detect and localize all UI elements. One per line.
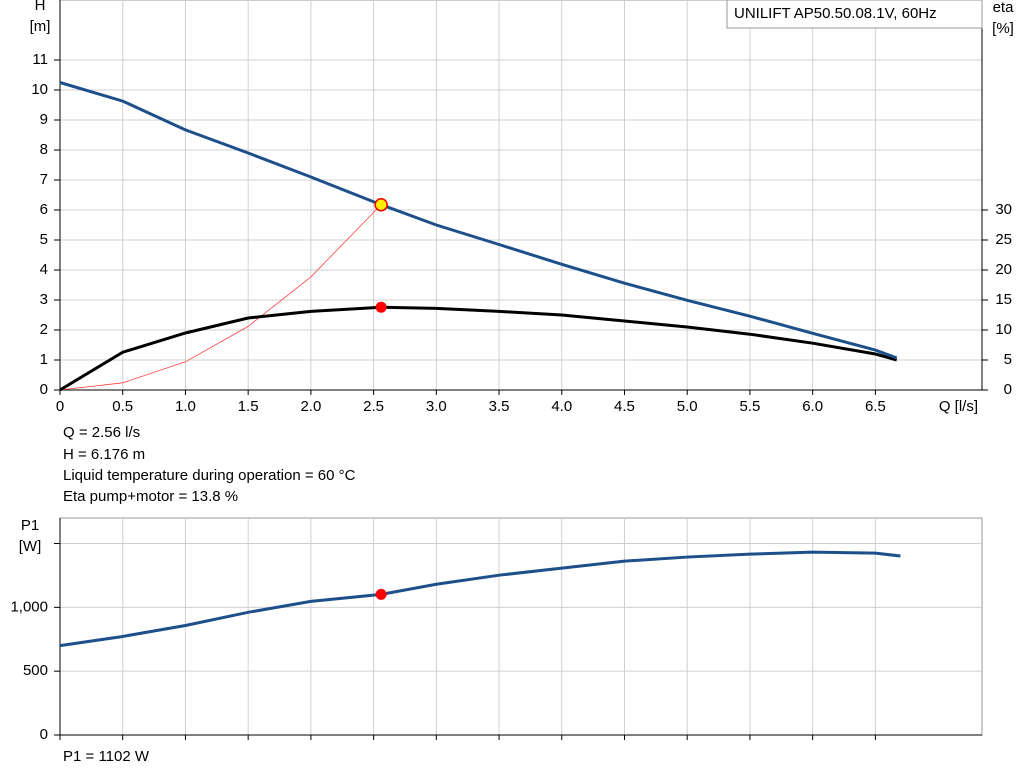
y-tick-label: 4 [40, 261, 48, 278]
x-tick-label: 1.5 [238, 398, 259, 415]
y-tick-label: 6 [40, 201, 48, 218]
y-tick-label: 1 [40, 351, 48, 368]
y-tick-label: 5 [40, 231, 48, 248]
x-tick-label: 4.0 [551, 398, 572, 415]
y2-axis-label: [%] [992, 20, 1014, 37]
x-tick-label: 6.5 [865, 398, 886, 415]
y2-tick-label: 0 [1004, 381, 1012, 398]
power-point [375, 588, 387, 600]
x-axis-label: Q [l/s] [939, 398, 978, 415]
x-tick-label: 3.5 [489, 398, 510, 415]
annotation: Liquid temperature during operation = 60… [63, 467, 356, 484]
operating-point [374, 197, 388, 212]
y-tick-label: 0 [40, 726, 48, 743]
y-tick-label: 0 [40, 381, 48, 398]
x-tick-label: 0 [56, 398, 64, 415]
y2-tick-label: 15 [995, 291, 1012, 308]
y-tick-label: 10 [31, 81, 48, 98]
y-axis-label: [W] [19, 538, 42, 555]
y-tick-label: 3 [40, 291, 48, 308]
y2-tick-label: 10 [995, 321, 1012, 338]
x-tick-label: 5.0 [677, 398, 698, 415]
y-tick-label: 7 [40, 171, 48, 188]
curve [59, 81, 898, 360]
x-tick-label: 6.0 [802, 398, 823, 415]
x-tick-label: 0.5 [112, 398, 133, 415]
y-tick-label: 9 [40, 111, 48, 128]
x-tick-label: 2.5 [363, 398, 384, 415]
y-axis-label: H [35, 0, 46, 14]
y-axis-label: [m] [30, 18, 51, 35]
eta-point [375, 301, 387, 313]
y2-axis-label: eta [993, 0, 1015, 16]
y-tick-label: 1,000 [10, 598, 48, 615]
annotation: P1 = 1102 W [63, 748, 150, 765]
plot-area [59, 0, 983, 391]
y2-tick-label: 25 [995, 231, 1012, 248]
x-tick-label: 5.5 [740, 398, 761, 415]
legend-box [726, 0, 983, 29]
curve [59, 305, 898, 392]
annotation: Eta pump+motor = 13.8 % [63, 488, 238, 505]
x-tick-label: 2.0 [300, 398, 321, 415]
curve [59, 550, 901, 648]
y-tick-label: 500 [23, 662, 48, 679]
chart-title: UNILIFT AP50.50.08.1V, 60Hz [734, 5, 937, 22]
y2-tick-label: 5 [1004, 351, 1012, 368]
x-tick-label: 3.0 [426, 398, 447, 415]
x-tick-label: 1.0 [175, 398, 196, 415]
annotation: H = 6.176 m [63, 446, 145, 463]
y-tick-label: 11 [32, 51, 48, 68]
y2-tick-label: 20 [995, 261, 1012, 278]
curve [59, 204, 382, 391]
y-tick-label: 8 [40, 141, 48, 158]
annotation: Q = 2.56 l/s [63, 424, 140, 441]
y-tick-label: 2 [40, 321, 48, 338]
x-tick-label: 4.5 [614, 398, 635, 415]
plot-area [59, 517, 983, 736]
y2-tick-label: 30 [995, 201, 1012, 218]
y-axis-label: P1 [21, 517, 39, 534]
